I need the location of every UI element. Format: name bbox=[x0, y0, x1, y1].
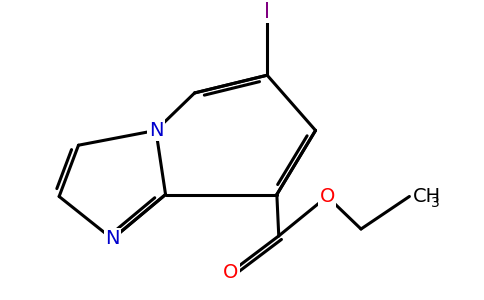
Text: I: I bbox=[264, 2, 270, 22]
Text: CH: CH bbox=[413, 187, 441, 206]
Text: N: N bbox=[149, 121, 163, 140]
Text: 3: 3 bbox=[431, 196, 440, 210]
Text: O: O bbox=[223, 263, 238, 282]
Text: O: O bbox=[319, 187, 335, 206]
Text: N: N bbox=[105, 230, 120, 248]
